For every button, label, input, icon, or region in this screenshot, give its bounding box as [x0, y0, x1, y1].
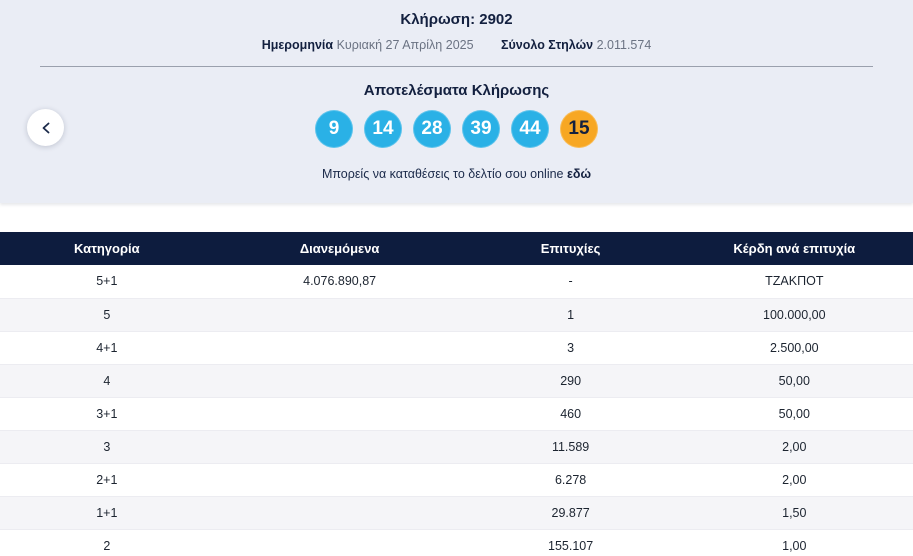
draw-meta: Ημερομηνία Κυριακή 27 Απρίλη 2025 Σύνολο… [0, 38, 913, 53]
cell-winners: 29.877 [465, 495, 676, 529]
draw-title: Κλήρωση: 2902 [400, 11, 513, 28]
online-note-text: Μπορείς να καταθέσεις το δελτίο σου onli… [321, 167, 564, 181]
prize-table: Κατηγορία Διανεμόμενα Επιτυχίες Κέρδη αν… [0, 232, 913, 556]
cell-prize: 100.000,00 [675, 297, 913, 331]
table-row: 2 155.107 1,00 [0, 528, 913, 556]
cell-distributed [213, 429, 466, 463]
chevron-left-icon [41, 122, 51, 134]
draw-hero-panel: Κλήρωση: 2902 Ημερομηνία Κυριακή 27 Απρί… [0, 0, 913, 203]
total-columns: Σύνολο Στηλών 2.011.574 [501, 38, 651, 52]
cell-distributed [213, 495, 466, 529]
number-ball: 28 [413, 110, 451, 148]
header-category: Κατηγορία [0, 232, 214, 265]
cell-prize: 2,00 [675, 462, 913, 496]
cell-category: 2+1 [0, 462, 214, 496]
cell-winners: 11.589 [465, 429, 676, 463]
cell-category: 3 [0, 429, 214, 463]
cell-category: 4+1 [0, 330, 214, 364]
header-prize: Κέρδη ανά επιτυχία [675, 232, 913, 265]
cell-winners: 155.107 [465, 528, 676, 556]
cell-winners: 460 [465, 396, 676, 430]
table-row: 5 1 100.000,00 [0, 297, 913, 331]
header-winners: Επιτυχίες [465, 232, 676, 265]
cell-category: 3+1 [0, 396, 214, 430]
cell-prize: 1,50 [675, 495, 913, 529]
table-header-row: Κατηγορία Διανεμόμενα Επιτυχίες Κέρδη αν… [0, 232, 913, 265]
header-distributed: Διανεμόμενα [213, 232, 466, 265]
total-columns-value: 2.011.574 [596, 38, 652, 52]
table-row: 5+1 4.076.890,87 - ΤΖΑΚΠΟΤ [0, 265, 913, 298]
cell-category: 4 [0, 363, 214, 397]
draw-date-label: Ημερομηνία [261, 38, 334, 52]
cell-distributed [213, 363, 466, 397]
cell-prize: 50,00 [675, 396, 913, 430]
total-columns-label: Σύνολο Στηλών [501, 38, 594, 52]
cell-distributed [213, 297, 466, 331]
cell-distributed [213, 330, 466, 364]
table-row: 4 290 50,00 [0, 363, 913, 397]
cell-category: 5+1 [96, 274, 118, 289]
cell-distributed [213, 528, 466, 556]
cell-distributed: 4.076.890,87 [303, 274, 377, 289]
draw-date: Ημερομηνία Κυριακή 27 Απρίλη 2025 [262, 38, 474, 52]
online-note-link[interactable]: εδώ [566, 167, 592, 181]
cell-winners: 6.278 [465, 462, 676, 496]
table-row: 3+1 460 50,00 [0, 396, 913, 430]
cell-distributed [213, 396, 466, 430]
draw-date-value: Κυριακή 27 Απρίλη 2025 [336, 38, 474, 52]
back-button[interactable] [27, 109, 64, 146]
table-row: 3 11.589 2,00 [0, 429, 913, 463]
online-note: Μπορείς να καταθέσεις το δελτίο σου onli… [0, 167, 913, 182]
number-ball: 14 [364, 110, 402, 148]
cell-winners: 1 [465, 297, 676, 331]
number-ball: 44 [511, 110, 549, 148]
cell-category: 5 [0, 297, 214, 331]
cell-prize: 2.500,00 [675, 330, 913, 364]
cell-category: 1+1 [0, 495, 214, 529]
number-ball: 39 [462, 110, 500, 148]
cell-winners: 290 [465, 363, 676, 397]
cell-prize: ΤΖΑΚΠΟΤ [765, 274, 824, 289]
cell-prize: 50,00 [675, 363, 913, 397]
cell-category: 2 [0, 528, 214, 556]
hero-divider [40, 66, 873, 67]
joker-ball: 15 [560, 110, 598, 148]
cell-winners: 3 [465, 330, 676, 364]
table-row: 2+1 6.278 2,00 [0, 462, 913, 496]
number-ball: 9 [315, 110, 353, 148]
cell-prize: 1,00 [675, 528, 913, 556]
winning-numbers: 9 14 28 39 44 15 [0, 110, 913, 148]
cell-prize: 2,00 [675, 429, 913, 463]
results-title: Αποτελέσματα Κλήρωσης [363, 82, 550, 99]
table-row: 1+1 29.877 1,50 [0, 495, 913, 529]
cell-distributed [213, 462, 466, 496]
cell-winners: - [568, 274, 573, 289]
table-row: 4+1 3 2.500,00 [0, 330, 913, 364]
